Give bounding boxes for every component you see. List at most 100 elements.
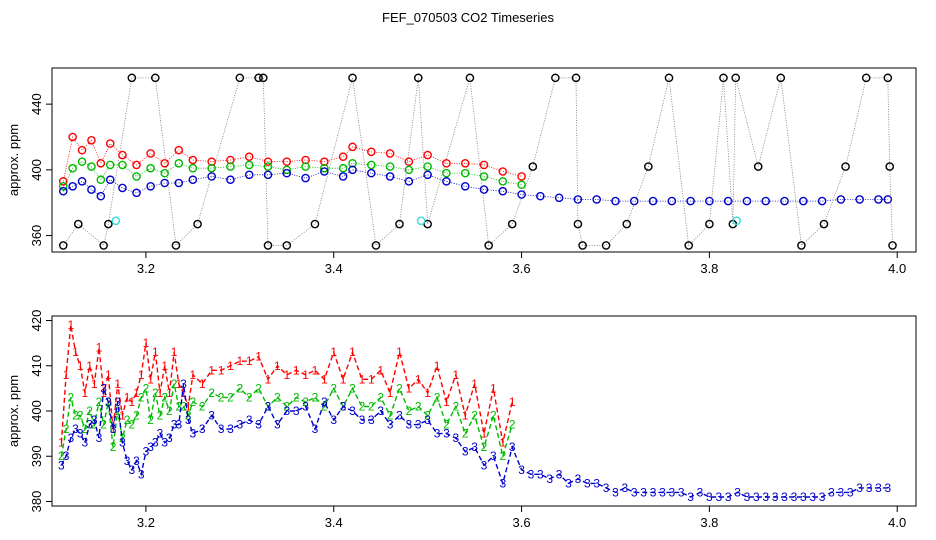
- blue-data-point: [855, 195, 864, 204]
- green-series-line: [62, 161, 522, 187]
- blue-data-point: [883, 195, 893, 204]
- series-3-point: 3: [546, 472, 553, 486]
- green-data-point: [118, 160, 127, 170]
- red-data-point: [132, 160, 141, 170]
- black-data-point: [819, 219, 829, 229]
- blue-data-point: [611, 196, 620, 206]
- series-1-point: 1: [72, 345, 79, 359]
- series-1-point: 1: [128, 395, 135, 409]
- x-tick-label: 3.8: [700, 515, 718, 530]
- series-1-point: 1: [462, 409, 469, 423]
- red-data-point: [423, 150, 432, 160]
- series-2-point: 2: [67, 390, 74, 404]
- red-data-point: [282, 157, 292, 166]
- series-3-point: 3: [227, 422, 234, 436]
- green-data-point: [77, 157, 87, 166]
- series-3-point: 3: [302, 399, 309, 413]
- black-data-point: [413, 73, 423, 83]
- red-data-point: [96, 158, 106, 168]
- series-3-point: 3: [791, 490, 798, 504]
- black-data-point: [465, 73, 475, 83]
- series-1-point: 1: [161, 359, 168, 373]
- series-2-point: 2: [255, 381, 262, 395]
- black-data-point: [705, 219, 714, 229]
- black-data-point: [776, 73, 786, 83]
- series-2-point: 2: [443, 418, 450, 432]
- series-2-point: 2: [96, 395, 103, 409]
- green-data-point: [146, 163, 155, 173]
- y-tick-label: 360: [29, 225, 44, 247]
- black-data-point: [551, 73, 560, 83]
- series-1-point: 1: [180, 386, 187, 400]
- series-3-point: 3: [490, 449, 497, 463]
- green-data-point: [498, 177, 508, 186]
- series-3-point: 3: [157, 427, 164, 441]
- series-1-point: 1: [415, 372, 422, 386]
- series-3-point: 3: [875, 481, 882, 495]
- blue-data-point: [338, 172, 348, 181]
- red-data-point: [87, 135, 96, 145]
- red-data-point: [338, 152, 348, 162]
- series-2-point: 2: [246, 390, 253, 404]
- blue-data-point: [667, 196, 677, 206]
- red-data-point: [105, 139, 115, 148]
- black-data-point: [507, 219, 517, 229]
- black-data-point: [254, 73, 263, 83]
- series-3-point: 3: [368, 413, 375, 427]
- series-1-point: 1: [471, 377, 478, 391]
- blue-data-point: [77, 177, 87, 186]
- red-data-point: [160, 158, 169, 168]
- red-data-point: [517, 172, 526, 181]
- series-3-point: 3: [415, 418, 422, 432]
- series-2-point: 2: [415, 399, 422, 413]
- blue-data-point: [705, 196, 714, 206]
- series-2-point: 2: [133, 409, 140, 423]
- y-tick-label: 390: [29, 445, 44, 467]
- series-1-point: 1: [387, 386, 394, 400]
- y-tick-label: 400: [29, 159, 44, 181]
- x-tick-label: 4.0: [888, 515, 906, 530]
- series-1-line: [60, 324, 513, 443]
- black-data-point: [861, 73, 871, 83]
- green-data-point: [174, 158, 184, 168]
- series-3-point: 3: [396, 409, 403, 423]
- green-data-point: [263, 162, 273, 171]
- blue-data-point: [780, 196, 789, 206]
- series-3-point: 3: [612, 485, 619, 499]
- series-1-point: 1: [114, 377, 121, 391]
- series-3-point: 3: [819, 490, 826, 504]
- blue-data-point: [207, 172, 216, 181]
- series-3-point: 3: [715, 490, 722, 504]
- black-data-point: [127, 73, 137, 83]
- green-data-point: [160, 168, 169, 178]
- series-2-point: 2: [128, 418, 135, 432]
- black-data-point: [395, 219, 404, 229]
- series-1-point: 1: [133, 386, 140, 400]
- green-data-point: [96, 175, 106, 185]
- chart-title: FEF_070503 CO2 Timeseries: [382, 10, 554, 25]
- y-tick-label: 400: [29, 400, 44, 422]
- series-3-point: 3: [452, 431, 459, 445]
- series-3-point: 3: [274, 418, 281, 432]
- black-data-point: [310, 219, 320, 229]
- series-2-point: 2: [471, 409, 478, 423]
- blue-data-point: [498, 186, 508, 196]
- series-3-point: 3: [443, 427, 450, 441]
- black-data-point: [484, 241, 493, 250]
- x-tick-label: 3.2: [137, 515, 155, 530]
- series-2-point: 2: [143, 381, 150, 395]
- series-3-point: 3: [105, 395, 112, 409]
- series-3-point: 3: [265, 399, 272, 413]
- red-data-point: [77, 145, 87, 155]
- blue-data-point: [404, 177, 414, 186]
- x-tick-label: 3.2: [137, 261, 155, 276]
- series-3-point: 3: [528, 467, 535, 481]
- series-3-point: 3: [133, 454, 140, 468]
- series-1-point: 1: [340, 372, 347, 386]
- series-3-point: 3: [838, 485, 845, 499]
- cyan-data-point: [416, 216, 426, 226]
- series-3-point: 3: [63, 449, 70, 463]
- series-1-point: 1: [86, 359, 93, 373]
- black-data-point: [753, 162, 763, 171]
- series-1-point: 1: [377, 363, 384, 377]
